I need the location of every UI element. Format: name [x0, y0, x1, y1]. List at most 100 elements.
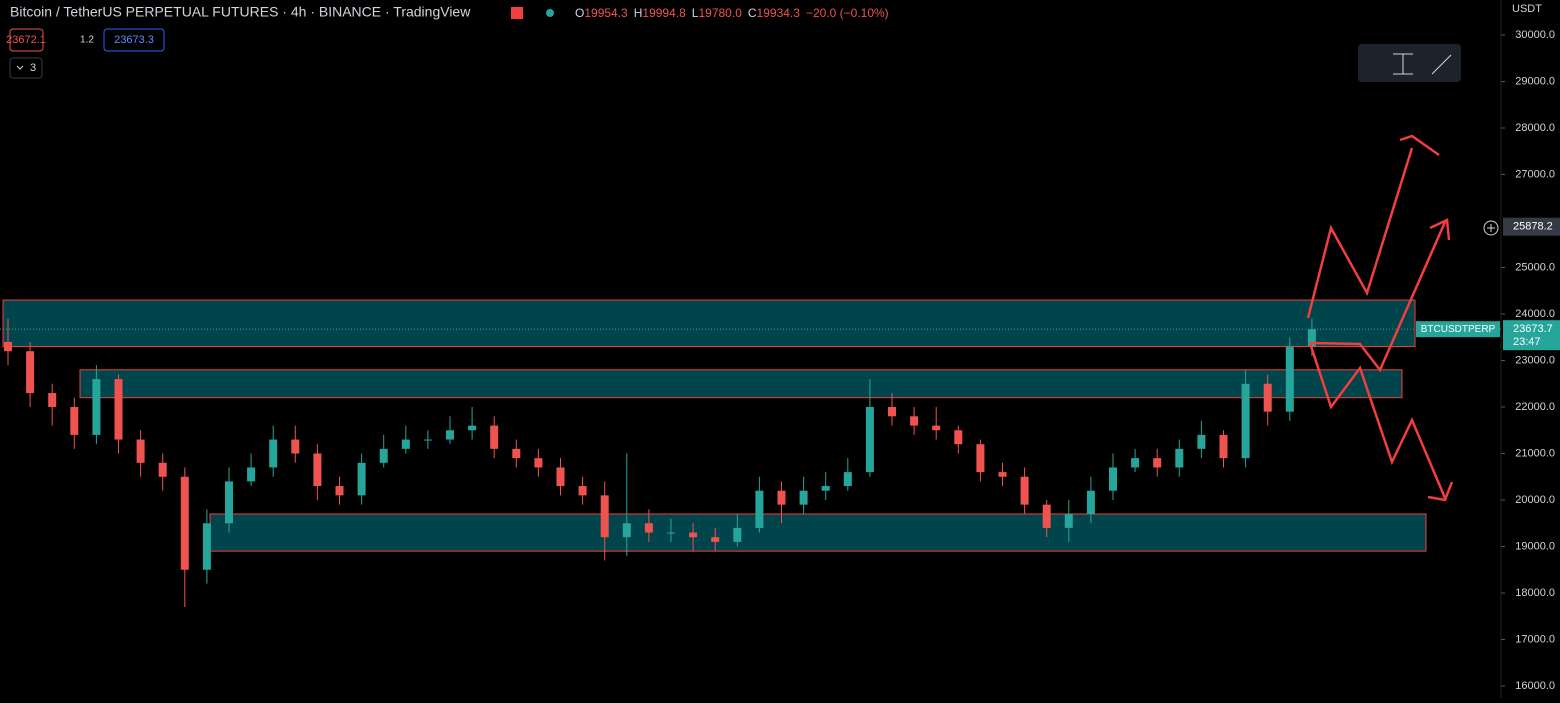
candle-body [1109, 467, 1117, 491]
zone [209, 513, 1427, 552]
arrow-head [1399, 134, 1440, 157]
crosshair-price: 25878.2 [1513, 221, 1553, 233]
candle-body [733, 527, 742, 542]
countdown: 23:47 [1513, 336, 1541, 348]
chart-title: Bitcoin / TetherUS PERPETUAL FUTURES · 4… [10, 4, 471, 20]
candle-body [1197, 434, 1206, 449]
candle-body [313, 453, 322, 487]
candle-body [600, 495, 609, 538]
candle-body [1086, 490, 1095, 514]
candle-body [269, 439, 278, 468]
ohlc-key: O [575, 6, 584, 20]
y-tick-label: 30000.0 [1515, 29, 1555, 41]
arrow-up-1 [1306, 147, 1414, 319]
symbol-label: BTCUSDTPERP [1421, 324, 1496, 335]
indicators-count[interactable]: 3 [30, 62, 36, 74]
buy-price[interactable]: 23673.3 [114, 34, 154, 46]
candle-body [1020, 476, 1029, 505]
candle-body [1263, 383, 1272, 412]
y-tick-label: 28000.0 [1515, 122, 1555, 134]
y-tick-label: 23000.0 [1515, 354, 1555, 366]
flag[interactable] [511, 7, 523, 19]
candle-body [998, 472, 1007, 477]
candle-body [158, 462, 167, 477]
currency[interactable]: USDT [1512, 3, 1542, 15]
candle-body [114, 379, 123, 440]
arrow-down [1308, 342, 1447, 499]
candle-body [1241, 383, 1250, 459]
last-price: 23673.7 [1513, 323, 1553, 335]
ohlc-value: 19954.3 [584, 6, 628, 20]
drawing-toolbar[interactable] [1358, 44, 1461, 82]
buy-button[interactable] [103, 28, 165, 52]
candle-body [578, 486, 587, 496]
candle-body [888, 407, 896, 417]
candle-body [1307, 329, 1316, 347]
y-tick-label: 25000.0 [1515, 261, 1555, 273]
y-tick-label: 20000.0 [1515, 494, 1555, 506]
chevron [16, 65, 24, 70]
y-tick-label: 18000.0 [1515, 587, 1555, 599]
candle-body [865, 407, 874, 473]
y-tick-label: 19000.0 [1515, 540, 1555, 552]
candle-body [711, 537, 720, 542]
candle-body [202, 523, 211, 570]
candle-body [335, 486, 344, 496]
candle-body [976, 444, 985, 473]
symbol-tag [1416, 321, 1500, 338]
y-tick-label: 21000.0 [1515, 447, 1555, 459]
ohlc-key: C [748, 6, 757, 20]
candle-body [379, 448, 388, 463]
sell-button[interactable] [9, 28, 44, 52]
ohlc-value: 19934.3 [757, 6, 801, 20]
ohlc-key: L [692, 6, 699, 20]
candle-body [92, 379, 101, 435]
candle-body [490, 425, 499, 449]
y-tick-label: 24000.0 [1515, 308, 1555, 320]
candle-body [26, 351, 35, 394]
candle-body [644, 523, 653, 533]
candle-body [799, 490, 808, 505]
candle-body [932, 425, 941, 431]
candle-body [225, 481, 233, 524]
candle-body [910, 416, 919, 426]
candle-body [1175, 448, 1184, 468]
toolbar-panel [1358, 44, 1461, 82]
candle-body [667, 532, 675, 534]
candle-body [70, 407, 79, 435]
candle-body [622, 523, 631, 538]
ohlc-value: 19994.8 [642, 6, 686, 20]
candle-body [357, 462, 366, 496]
arrow-head [1427, 481, 1454, 502]
candle-body [401, 439, 410, 449]
candle-body [423, 439, 432, 441]
candle-body [954, 430, 963, 445]
arrow-up-2 [1309, 221, 1447, 373]
axis-add-button[interactable] [1483, 220, 1499, 236]
zone [79, 369, 1403, 399]
y-tick-label: 16000.0 [1515, 680, 1555, 692]
line-icon[interactable] [1431, 54, 1452, 75]
crosshair-tag [1503, 217, 1560, 236]
candle-body [1153, 458, 1162, 468]
measure-icon[interactable] [1393, 53, 1413, 75]
ohlc-value: 19780.0 [698, 6, 742, 20]
candle-body [534, 458, 543, 468]
sell-price[interactable]: 23672.1 [6, 34, 46, 46]
candle-body [136, 439, 145, 463]
candle-body [755, 490, 764, 528]
candle-body [1131, 458, 1140, 468]
indicators-toggle[interactable] [9, 57, 43, 79]
candle-body [821, 486, 830, 491]
forecast-arrows [1306, 134, 1454, 502]
ohlc-change: −20.0 (−0.10%) [806, 6, 889, 20]
candle-body [843, 472, 852, 487]
candle-body [512, 448, 521, 459]
y-tick-label: 27000.0 [1515, 168, 1555, 180]
candle-body [1064, 513, 1073, 528]
arrow-head [1429, 218, 1451, 241]
candle-body [777, 490, 786, 505]
